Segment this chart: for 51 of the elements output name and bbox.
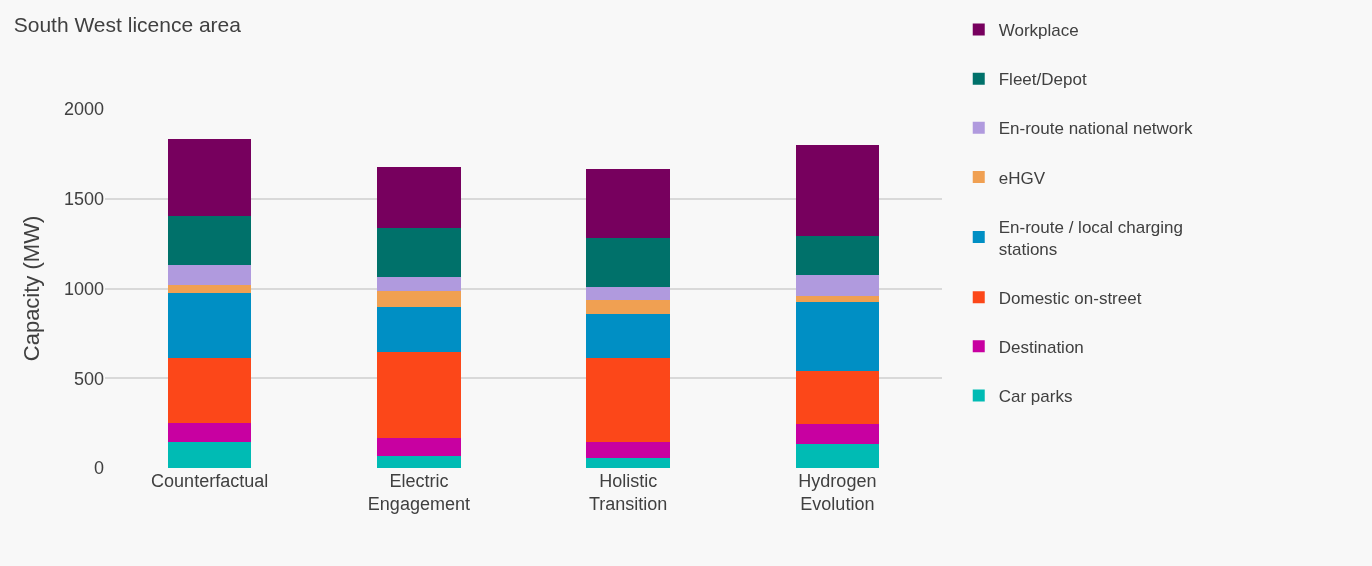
bar xyxy=(586,286,670,301)
x-tick-label: Hydrogen Evolution xyxy=(798,471,877,515)
bar xyxy=(795,424,880,444)
bar xyxy=(795,235,880,275)
bar xyxy=(377,455,461,468)
chart-title: South West licence area xyxy=(13,12,242,36)
bar xyxy=(795,144,880,236)
bar xyxy=(167,422,252,442)
y-tick-label: 0 xyxy=(93,458,104,479)
y-tick-label: 2000 xyxy=(63,99,104,120)
bar xyxy=(795,443,880,468)
bar xyxy=(377,351,461,439)
y-tick-label: 1000 xyxy=(63,278,104,299)
bar xyxy=(167,441,252,468)
bar xyxy=(795,371,880,425)
bar xyxy=(167,265,252,285)
bar xyxy=(377,306,461,352)
bar xyxy=(377,166,461,228)
bar xyxy=(586,237,670,287)
bar xyxy=(586,314,670,358)
bar xyxy=(167,357,252,423)
bar xyxy=(377,290,461,307)
legend-label: Workplace xyxy=(998,21,1079,41)
x-tick-label: Holistic Transition xyxy=(588,471,668,515)
y-tick-label: 500 xyxy=(73,368,104,389)
bar xyxy=(377,277,461,291)
bar xyxy=(167,284,252,293)
legend-label: Fleet/Depot xyxy=(998,70,1087,90)
bar xyxy=(586,357,670,443)
bar xyxy=(167,292,252,358)
legend-label: Car parks xyxy=(998,387,1073,407)
bar xyxy=(167,139,252,216)
bar xyxy=(377,227,461,278)
bar xyxy=(586,458,670,468)
bar xyxy=(795,296,880,303)
bar xyxy=(586,300,670,315)
legend-label: En-route / local charging stations xyxy=(998,217,1184,259)
bar xyxy=(586,442,670,459)
bar xyxy=(377,438,461,456)
legend-label: Domestic on-street xyxy=(998,288,1142,308)
y-tick-label: 1500 xyxy=(63,189,104,210)
bar xyxy=(795,274,880,297)
bar xyxy=(167,215,252,266)
y-axis-title: Capacity (MW) xyxy=(18,215,44,362)
x-tick-label: Counterfactual xyxy=(151,471,269,491)
bar xyxy=(795,302,880,372)
legend-label: En-route national network xyxy=(998,119,1193,139)
x-tick-label: Electric Engagement xyxy=(367,471,470,515)
legend-label: eHGV xyxy=(998,168,1046,188)
bar xyxy=(586,168,670,238)
legend-label: Destination xyxy=(998,337,1084,357)
